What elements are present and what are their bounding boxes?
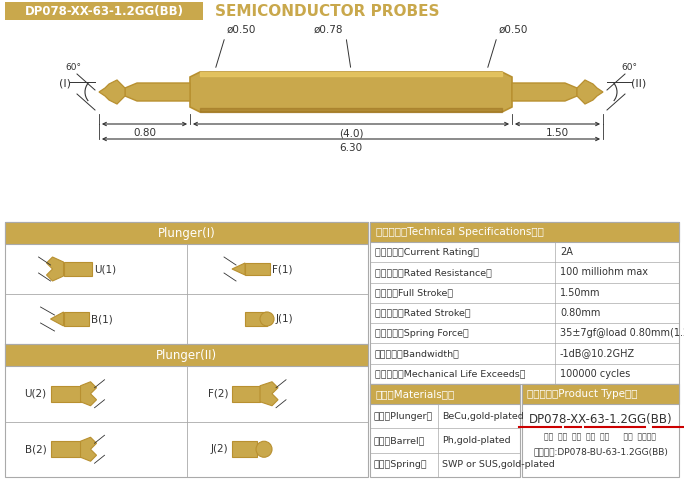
Text: 1.50: 1.50	[546, 128, 569, 138]
Text: 0.80mm: 0.80mm	[560, 308, 601, 318]
FancyBboxPatch shape	[5, 344, 368, 366]
Text: J(1): J(1)	[276, 314, 293, 324]
Text: 100 milliohm max: 100 milliohm max	[560, 268, 648, 278]
FancyBboxPatch shape	[370, 222, 679, 384]
Text: U(1): U(1)	[94, 264, 117, 274]
Polygon shape	[51, 312, 64, 326]
Text: DP078-XX-63-1.2GG(BB): DP078-XX-63-1.2GG(BB)	[25, 4, 183, 17]
Text: (II): (II)	[631, 79, 646, 89]
Text: J(2): J(2)	[211, 444, 228, 454]
Text: 1.50mm: 1.50mm	[560, 288, 601, 298]
FancyBboxPatch shape	[51, 386, 81, 402]
Text: 60°: 60°	[621, 63, 637, 72]
FancyBboxPatch shape	[370, 384, 520, 404]
Text: U(2): U(2)	[25, 389, 47, 399]
Text: 满行程（Full Stroke）: 满行程（Full Stroke）	[375, 288, 453, 297]
Text: 100000 cycles: 100000 cycles	[560, 369, 630, 379]
Text: 0.80: 0.80	[133, 128, 156, 138]
Text: 60°: 60°	[65, 63, 81, 72]
FancyBboxPatch shape	[245, 263, 270, 275]
FancyBboxPatch shape	[245, 312, 267, 326]
Text: ø0.78: ø0.78	[313, 25, 343, 35]
Text: 材质（Materials）：: 材质（Materials）：	[375, 389, 454, 399]
FancyBboxPatch shape	[370, 222, 679, 242]
FancyBboxPatch shape	[370, 384, 520, 477]
FancyBboxPatch shape	[64, 262, 92, 276]
Text: ø0.50: ø0.50	[499, 25, 528, 35]
Text: SEMICONDUCTOR PROBES: SEMICONDUCTOR PROBES	[215, 3, 440, 18]
Text: DP078-XX-63-1.2GG(BB): DP078-XX-63-1.2GG(BB)	[529, 414, 672, 427]
Text: 测试寿命（Mechanical Life Exceeds）: 测试寿命（Mechanical Life Exceeds）	[375, 369, 525, 378]
Polygon shape	[512, 83, 577, 101]
FancyBboxPatch shape	[5, 222, 368, 244]
Text: 2A: 2A	[560, 247, 573, 257]
FancyBboxPatch shape	[5, 222, 368, 477]
FancyBboxPatch shape	[51, 441, 81, 457]
Text: (4.0): (4.0)	[339, 128, 363, 138]
FancyBboxPatch shape	[232, 386, 260, 402]
FancyBboxPatch shape	[64, 312, 88, 326]
Ellipse shape	[260, 312, 274, 326]
Text: 针头（Plunger）: 针头（Plunger）	[374, 412, 433, 421]
Polygon shape	[47, 257, 64, 281]
Text: 额定弹力（Spring Force）: 额定弹力（Spring Force）	[375, 329, 469, 338]
Text: 额定电流（Current Rating）: 额定电流（Current Rating）	[375, 248, 479, 256]
Text: F(2): F(2)	[207, 389, 228, 399]
Text: (I): (I)	[59, 79, 71, 89]
Text: 订购举例:DP078-BU-63-1.2GG(BB): 订购举例:DP078-BU-63-1.2GG(BB)	[533, 447, 668, 456]
Polygon shape	[81, 437, 96, 461]
FancyBboxPatch shape	[522, 384, 679, 404]
Text: 针管（Barrel）: 针管（Barrel）	[374, 436, 425, 445]
Polygon shape	[125, 83, 190, 101]
Text: F(1): F(1)	[272, 264, 293, 274]
Polygon shape	[81, 382, 96, 406]
Text: 弹簧（Spring）: 弹簧（Spring）	[374, 460, 428, 469]
Text: -1dB@10.2GHZ: -1dB@10.2GHZ	[560, 348, 635, 359]
Text: 6.30: 6.30	[339, 143, 363, 153]
Text: 技术要求（Technical Specifications）：: 技术要求（Technical Specifications）：	[376, 227, 544, 237]
Text: 系列  规格  头型  总长  弹力      镀金  针头材质: 系列 规格 头型 总长 弹力 镀金 针头材质	[544, 432, 657, 442]
FancyBboxPatch shape	[522, 384, 679, 477]
Text: 成品型号（Product Type）：: 成品型号（Product Type）：	[527, 389, 637, 399]
Polygon shape	[577, 80, 603, 104]
Polygon shape	[99, 80, 125, 104]
Ellipse shape	[256, 441, 272, 457]
Polygon shape	[260, 382, 278, 406]
FancyBboxPatch shape	[5, 2, 203, 20]
Text: 频率带宽（Bandwidth）: 频率带宽（Bandwidth）	[375, 349, 460, 358]
Polygon shape	[190, 72, 512, 112]
Text: 额定行程（Rated Stroke）: 额定行程（Rated Stroke）	[375, 308, 471, 318]
Text: Plunger(II): Plunger(II)	[156, 348, 217, 362]
Text: B(2): B(2)	[25, 444, 47, 454]
Text: B(1): B(1)	[90, 314, 112, 324]
Text: 35±7gf@load 0.80mm(1.2oz): 35±7gf@load 0.80mm(1.2oz)	[560, 328, 684, 338]
Text: Ph,gold-plated: Ph,gold-plated	[442, 436, 511, 445]
Text: Plunger(I): Plunger(I)	[157, 227, 215, 240]
Polygon shape	[232, 263, 245, 275]
Text: 额定电阵（Rated Resistance）: 额定电阵（Rated Resistance）	[375, 268, 492, 277]
FancyBboxPatch shape	[232, 441, 257, 457]
Text: ø0.50: ø0.50	[227, 25, 256, 35]
Text: BeCu,gold-plated: BeCu,gold-plated	[442, 412, 524, 421]
Text: SWP or SUS,gold-plated: SWP or SUS,gold-plated	[442, 460, 555, 469]
